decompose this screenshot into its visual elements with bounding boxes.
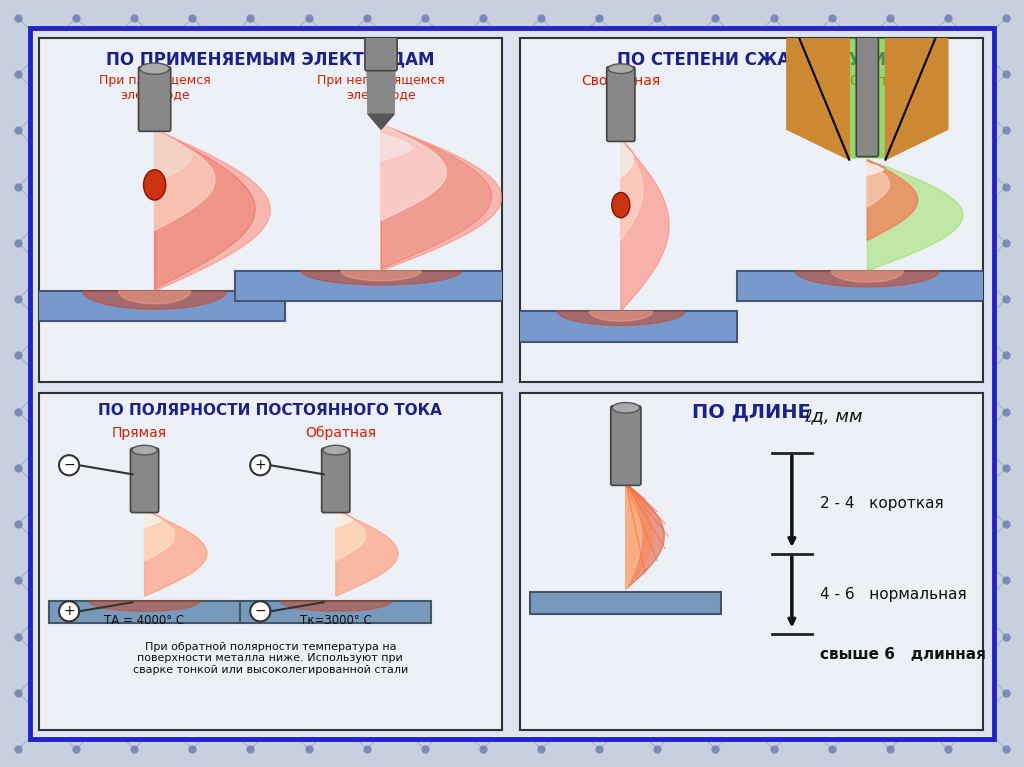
FancyBboxPatch shape: [241, 601, 431, 624]
FancyBboxPatch shape: [365, 16, 397, 71]
Text: +: +: [63, 604, 75, 618]
Polygon shape: [119, 291, 190, 304]
FancyBboxPatch shape: [138, 67, 171, 131]
Polygon shape: [621, 140, 669, 311]
Text: 4 - 6   нормальная: 4 - 6 нормальная: [820, 587, 967, 601]
Polygon shape: [867, 160, 918, 241]
Text: −: −: [63, 458, 75, 472]
Polygon shape: [796, 271, 939, 287]
Polygon shape: [621, 140, 643, 241]
Ellipse shape: [612, 403, 640, 413]
Polygon shape: [786, 8, 849, 160]
Text: +: +: [254, 458, 266, 472]
Ellipse shape: [611, 193, 630, 218]
Ellipse shape: [143, 170, 166, 200]
Polygon shape: [144, 511, 207, 596]
Text: Сжатая: Сжатая: [849, 74, 905, 87]
Polygon shape: [867, 160, 963, 271]
Text: При неплавящемся
электроде: При неплавящемся электроде: [317, 74, 444, 102]
Polygon shape: [867, 162, 890, 207]
Text: Свободная: Свободная: [582, 74, 660, 87]
Polygon shape: [367, 64, 395, 114]
Polygon shape: [557, 311, 684, 325]
FancyBboxPatch shape: [505, 311, 736, 341]
Polygon shape: [626, 483, 642, 589]
Text: Тк=3000° С: Тк=3000° С: [300, 614, 372, 627]
Polygon shape: [155, 130, 255, 289]
FancyBboxPatch shape: [856, 31, 879, 156]
FancyBboxPatch shape: [530, 592, 722, 614]
Text: ПО ПРИМЕНЯЕМЫМ ЭЛЕКТРОДАМ: ПО ПРИМЕНЯЕМЫМ ЭЛЕКТРОДАМ: [106, 51, 434, 68]
Text: −: −: [254, 604, 266, 618]
Circle shape: [59, 601, 79, 621]
Polygon shape: [155, 130, 270, 291]
Text: ПО ПОЛЯРНОСТИ ПОСТОЯННОГО ТОКА: ПО ПОЛЯРНОСТИ ПОСТОЯННОГО ТОКА: [98, 403, 442, 418]
FancyBboxPatch shape: [49, 601, 241, 624]
Polygon shape: [381, 124, 492, 268]
FancyBboxPatch shape: [736, 271, 998, 301]
Text: ПО ДЛИНЕ: ПО ДЛИНЕ: [692, 403, 811, 422]
FancyBboxPatch shape: [322, 448, 350, 512]
Polygon shape: [381, 124, 502, 271]
Polygon shape: [144, 511, 175, 561]
Polygon shape: [381, 124, 446, 220]
Polygon shape: [336, 511, 398, 596]
Text: ℓд, мм: ℓд, мм: [804, 408, 862, 426]
FancyBboxPatch shape: [30, 28, 994, 739]
Polygon shape: [83, 291, 226, 309]
Ellipse shape: [367, 12, 396, 24]
Circle shape: [250, 455, 270, 476]
FancyBboxPatch shape: [24, 291, 286, 321]
Polygon shape: [626, 483, 665, 589]
Text: Обратная: Обратная: [305, 426, 377, 440]
Polygon shape: [886, 8, 948, 160]
Circle shape: [250, 601, 270, 621]
Ellipse shape: [858, 30, 877, 37]
Polygon shape: [89, 601, 200, 611]
Polygon shape: [831, 271, 903, 282]
Polygon shape: [155, 130, 215, 230]
Polygon shape: [301, 271, 461, 285]
Text: При обратной полярности температура на
поверхности металла ниже. Используют при
: При обратной полярности температура на п…: [133, 641, 408, 675]
Polygon shape: [336, 511, 366, 561]
Text: 2 - 4   короткая: 2 - 4 короткая: [820, 496, 944, 511]
Polygon shape: [791, 10, 944, 157]
Polygon shape: [281, 601, 391, 611]
Text: При плавящемся
электроде: При плавящемся электроде: [98, 74, 211, 102]
Polygon shape: [589, 311, 652, 321]
Polygon shape: [368, 114, 394, 130]
Ellipse shape: [608, 64, 634, 74]
FancyBboxPatch shape: [130, 448, 159, 512]
FancyBboxPatch shape: [236, 271, 527, 301]
FancyBboxPatch shape: [607, 67, 635, 141]
FancyBboxPatch shape: [610, 406, 641, 486]
Text: ТА = 4000° С: ТА = 4000° С: [104, 614, 184, 627]
Text: Прямая: Прямая: [112, 426, 167, 440]
Circle shape: [59, 455, 79, 476]
Ellipse shape: [140, 63, 169, 74]
Text: свыше 6   длинная: свыше 6 длинная: [820, 647, 986, 662]
Ellipse shape: [132, 446, 158, 455]
Polygon shape: [341, 271, 421, 281]
Ellipse shape: [323, 446, 348, 455]
Text: ПО СТЕПЕНИ СЖАТИЯ ДУГИ: ПО СТЕПЕНИ СЖАТИЯ ДУГИ: [617, 51, 886, 68]
Polygon shape: [626, 483, 653, 589]
